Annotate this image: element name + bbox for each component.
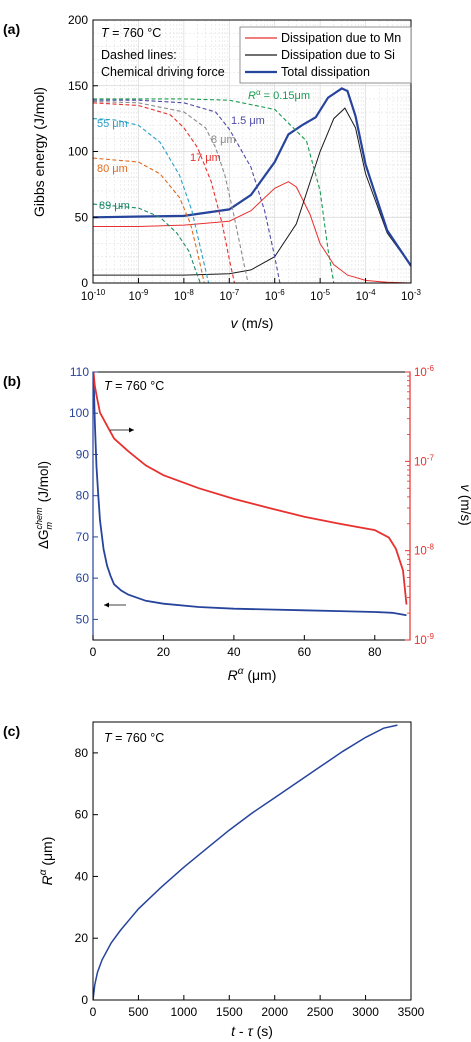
panel-a-axes: 10-10 10-9 10-8 10-7 10-6 10-5 10-4 10-3 0 50 100 1… [68,13,422,303]
series-line-1 [93,107,411,276]
panel-a-xlabel: v (m/s) [231,315,274,331]
panel-b-temperature: T = 760 °C [104,379,164,393]
series-line-8 [93,157,205,283]
y-tick-label-right: 10-9 [414,632,434,647]
y-tick-label-left: 70 [76,530,90,544]
panel-b-ylabel-right: v (m/s) [458,484,471,525]
curve-label-55um: 55 μm [97,118,128,130]
panel-c-temperature: T = 760 °C [104,731,164,745]
y-tick-label-left: 50 [76,612,90,626]
series-line-velocity [93,372,408,605]
y-tick-label-left: 100 [69,406,89,420]
x-tick-label: 60 [298,645,312,659]
x-tick-label: 0 [90,1005,97,1019]
panel-b: (b) 0 20 40 60 80 50 60 70 80 90 100 110 10-9 10-8 10-… [3,364,471,683]
panel-c-xlabel: t - τ (s) [231,1023,273,1039]
y-tick-label: 20 [75,931,89,945]
x-tick-label: 2500 [307,1005,334,1019]
y-tick-label-left: 80 [76,489,90,503]
x-tick-label: 10-10 [81,288,106,303]
x-tick-label: 10-4 [356,288,376,303]
curve-label-0.15um: Rα = 0.15μm [248,88,310,102]
panel-b-curves [93,372,408,617]
panel-a-note-line1: Dashed lines: [101,48,177,62]
y-tick-label: 40 [75,869,89,883]
x-tick-label: 80 [368,645,382,659]
series-line-3 [93,98,335,283]
curve-label-1.5um: 1.5 μm [231,115,265,127]
panel-c-axes: 0 500 1000 1500 2000 2500 3000 3500 0 20 40 60 80 [75,746,425,1019]
panel-b-axes: 0 20 40 60 80 50 60 70 80 90 100 110 10-9 10-8 10-7 10-… [69,364,434,659]
panel-c-curves [93,724,398,1000]
y-tick-label-left: 60 [76,571,90,585]
panel-a-note-line2: Chemical driving force [101,65,225,79]
panel-a: (a) 10-10 10-9 10-8 10-7 10-6 10-5 10-4 10-3 0 50… [3,13,422,331]
y-tick-label-left: 90 [76,447,90,461]
panel-a-curve-labels: Rα = 0.15μm 1.5 μm 55 μm 8 μm 17 μm 80 μ… [97,88,310,212]
series-line-2 [93,87,411,267]
legend-label-total: Total dissipation [281,65,370,79]
y-tick-label: 150 [68,79,88,93]
curve-label-89um: 89 μm [99,200,130,212]
y-tick-label: 0 [81,276,88,290]
series-line-9 [93,203,201,283]
x-tick-label: 0 [90,645,97,659]
y-tick-label: 100 [68,145,88,159]
series-line-0 [93,181,411,283]
legend-label-mn: Dissipation due to Mn [281,31,401,45]
curve-label-17um: 17 μm [190,152,221,164]
series-line-7 [93,118,210,283]
x-tick-label: 10-5 [310,288,330,303]
x-tick-label: 1000 [171,1005,198,1019]
x-tick-label: 3000 [352,1005,379,1019]
series-line-5 [93,100,249,283]
y-tick-label: 0 [81,993,88,1007]
y-tick-label-right: 10-8 [414,543,434,558]
x-tick-label: 40 [227,645,241,659]
panel-a-label: (a) [3,21,20,37]
x-tick-label: 10-3 [401,288,421,303]
panel-b-ylabel-left: ΔGchemm (J/mol) [34,461,54,549]
panel-c-ylabel: Rα (μm) [38,837,55,886]
curve-label-80um: 80 μm [97,163,128,175]
x-tick-label: 500 [128,1005,148,1019]
legend-label-si: Dissipation due to Si [281,48,395,62]
curve-label-8um: 8 μm [211,134,236,146]
panel-a-legend: Dissipation due to Mn Dissipation due to… [239,26,412,84]
y-tick-label: 200 [68,13,88,27]
panel-c: (c) 0 500 1000 1500 2000 2500 3000 3500 0 20 40 60 8… [3,721,425,1039]
x-tick-label: 1500 [216,1005,243,1019]
x-tick-label: 20 [157,645,171,659]
panel-c-frame [92,721,412,1001]
y-tick-label-right: 10-6 [414,364,434,379]
series-line-radius [93,724,398,1000]
series-line-dGchem [93,372,407,617]
x-tick-label: 10-7 [219,288,239,303]
panel-a-temperature: T = 760 °C [101,26,161,40]
y-tick-label: 60 [75,808,89,822]
x-tick-label: 2000 [261,1005,288,1019]
y-tick-label-left: 110 [70,365,89,379]
panel-c-label: (c) [3,723,20,739]
panel-a-ylabel: Gibbs energy (J/mol) [31,87,47,217]
panel-a-curves [93,87,411,283]
x-tick-label: 10-9 [128,288,148,303]
x-tick-label: 10-8 [174,288,194,303]
x-tick-label: 3500 [398,1005,425,1019]
panel-b-label: (b) [3,373,21,389]
x-tick-label: 10-6 [265,288,285,303]
panel-b-arrow-left [104,602,126,608]
panel-b-arrow-right [110,427,134,433]
y-tick-label-right: 10-7 [414,453,434,468]
y-tick-label: 80 [75,746,89,760]
y-tick-label: 50 [75,210,89,224]
panel-b-xlabel: Rα (μm) [228,666,277,683]
series-line-4 [93,99,281,283]
